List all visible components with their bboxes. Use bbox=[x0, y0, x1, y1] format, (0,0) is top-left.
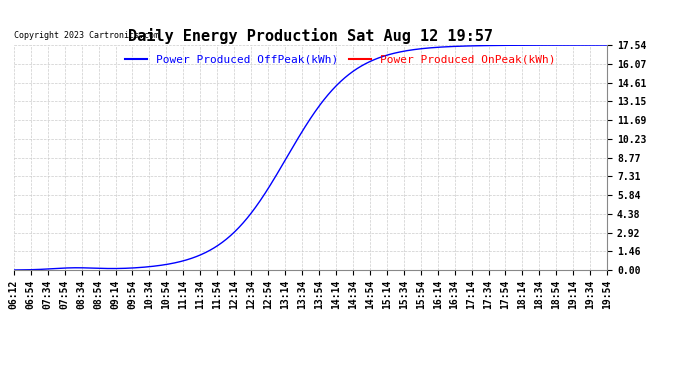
Text: Copyright 2023 Cartronics.com: Copyright 2023 Cartronics.com bbox=[14, 32, 159, 40]
Title: Daily Energy Production Sat Aug 12 19:57: Daily Energy Production Sat Aug 12 19:57 bbox=[128, 28, 493, 44]
Legend: Power Produced OffPeak(kWh), Power Produced OnPeak(kWh): Power Produced OffPeak(kWh), Power Produ… bbox=[120, 51, 560, 69]
